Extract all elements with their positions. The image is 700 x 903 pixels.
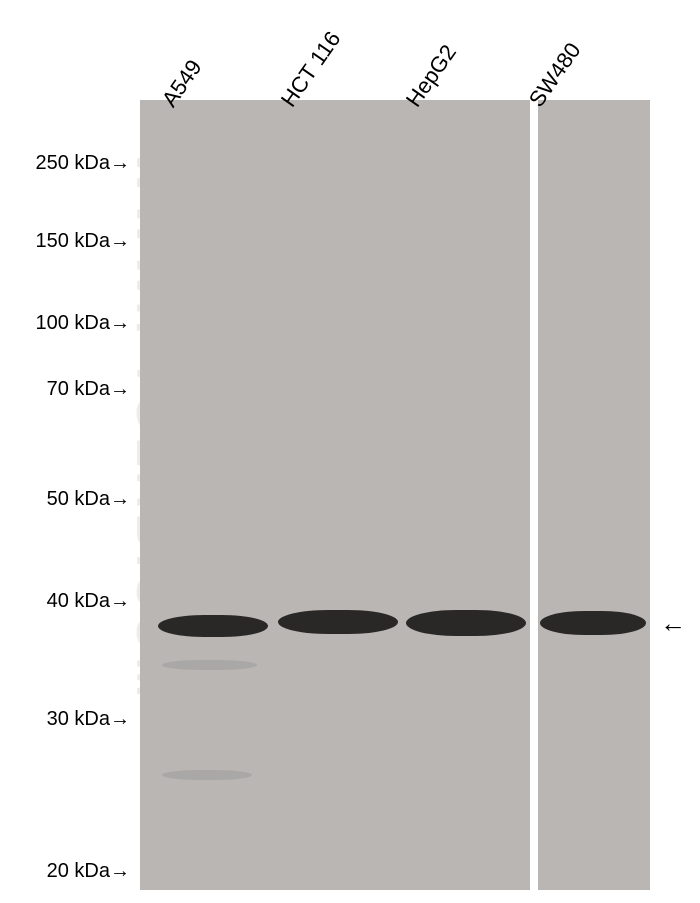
marker-40: 40 kDa→: [10, 590, 130, 613]
marker-50: 50 kDa→: [10, 488, 130, 511]
band-lane1: [158, 615, 268, 637]
band-lane4: [540, 611, 646, 635]
marker-150: 150 kDa→: [10, 230, 130, 253]
faint-band-1: [162, 660, 257, 670]
marker-20: 20 kDa→: [10, 860, 130, 883]
band-lane3: [406, 610, 526, 636]
band-lane2: [278, 610, 398, 634]
marker-250: 250 kDa→: [10, 152, 130, 175]
blot-panel-main: [140, 100, 530, 890]
target-arrow: ←: [660, 608, 686, 639]
marker-100: 100 kDa→: [10, 312, 130, 335]
marker-30: 30 kDa→: [10, 708, 130, 731]
faint-band-2: [162, 770, 252, 780]
marker-70: 70 kDa→: [10, 378, 130, 401]
blot-panel-right: [538, 100, 650, 890]
blot-figure: WWW.PTGLAB.COM 250 kDa→ 150 kDa→ 100 kDa…: [0, 0, 700, 903]
